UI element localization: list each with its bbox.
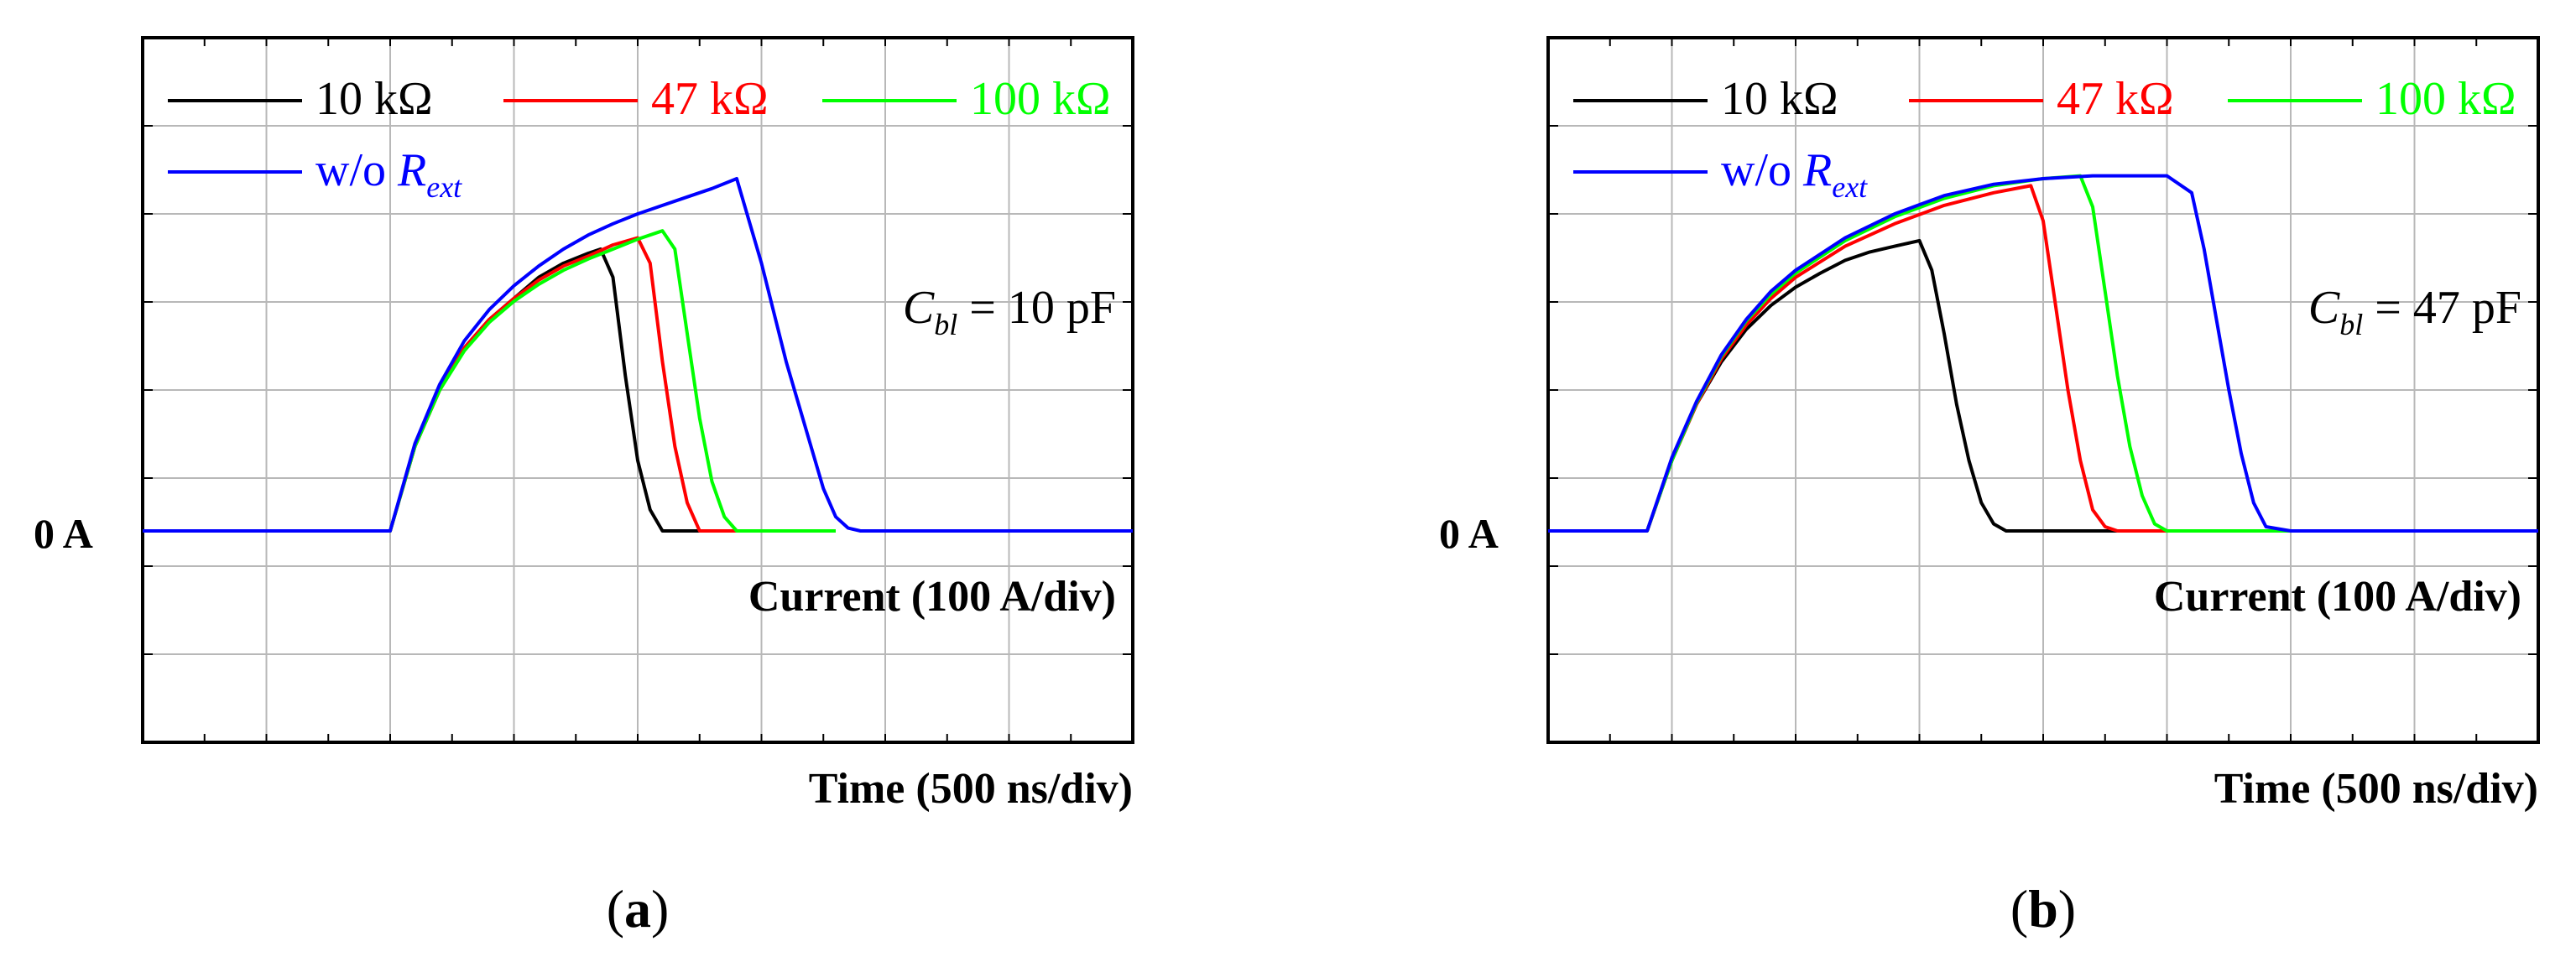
series-line-10-k-	[1548, 238, 2192, 533]
legend-label: w/o Rext	[1721, 144, 1868, 204]
legend: 10 kΩ 47 kΩ 100 kΩ w/o Rext	[1573, 73, 2516, 204]
legend-label: w/o Rext	[315, 144, 462, 204]
panel-label: (b)	[2010, 879, 2076, 939]
zero-current-label: 0 A	[34, 510, 93, 557]
x-axis-label: Time (500 ns/div)	[2214, 765, 2538, 813]
legend-label: 47 kΩ	[651, 73, 769, 125]
annotation-value: = 47 pF	[2363, 282, 2521, 334]
y-axis-label: Current (100 A/div)	[2154, 573, 2521, 621]
panel-a: 10 kΩ 47 kΩ 100 kΩ w/o Rext Cbl = 10 pF 0 A Cu…	[34, 36, 1134, 939]
plot-frame	[1546, 36, 2540, 744]
legend: 10 kΩ 47 kΩ 100 kΩ w/o Rext	[168, 73, 1111, 204]
capacitance-annotation: Cbl = 47 pF	[2308, 282, 2521, 341]
panel-b: 10 kΩ 47 kΩ 100 kΩ w/o Rext Cbl = 47 pF 0 A Cu…	[1439, 36, 2540, 939]
legend-label-symbol: R	[397, 144, 426, 196]
panel-label-open: (	[607, 879, 624, 939]
series-line-47-k-	[143, 236, 811, 533]
series-line-w-o-rext	[143, 177, 1133, 533]
series-line-w-o-rext	[1548, 174, 2538, 533]
plot-frame	[141, 36, 1134, 744]
legend-label: 47 kΩ	[2057, 73, 2174, 125]
annotation-value: = 10 pF	[957, 282, 1116, 334]
panel-label-letter: b	[2028, 879, 2058, 939]
legend-label: 10 kΩ	[315, 73, 433, 125]
zero-current-label: 0 A	[1439, 510, 1499, 557]
legend-label: 100 kΩ	[970, 73, 1111, 125]
panel-label-close: )	[2058, 879, 2076, 939]
legend-label: 100 kΩ	[2375, 73, 2516, 125]
grid	[1548, 38, 2538, 742]
panel-label-close: )	[651, 879, 669, 939]
panel-label-open: (	[2010, 879, 2028, 939]
legend-label-subscript: ext	[1832, 170, 1868, 204]
ticks	[143, 38, 1133, 742]
x-axis-label: Time (500 ns/div)	[809, 765, 1133, 813]
legend-label-text: w/o	[315, 144, 398, 196]
capacitance-annotation: Cbl = 10 pF	[903, 282, 1116, 341]
annotation-symbol: C	[903, 282, 935, 334]
panel-label: (a)	[607, 879, 670, 939]
legend-label: 10 kΩ	[1721, 73, 1838, 125]
annotation-subscript: bl	[934, 308, 957, 341]
legend-label-text: w/o	[1721, 144, 1803, 196]
legend-label-symbol: R	[1802, 144, 1832, 196]
legend-label-subscript: ext	[426, 170, 462, 204]
annotation-subscript: bl	[2339, 308, 2363, 341]
grid	[143, 38, 1133, 742]
series-line-100-k-	[167, 229, 836, 533]
annotation-symbol: C	[2308, 282, 2340, 334]
panel-label-letter: a	[624, 879, 651, 939]
y-axis-label: Current (100 A/div)	[748, 573, 1116, 621]
